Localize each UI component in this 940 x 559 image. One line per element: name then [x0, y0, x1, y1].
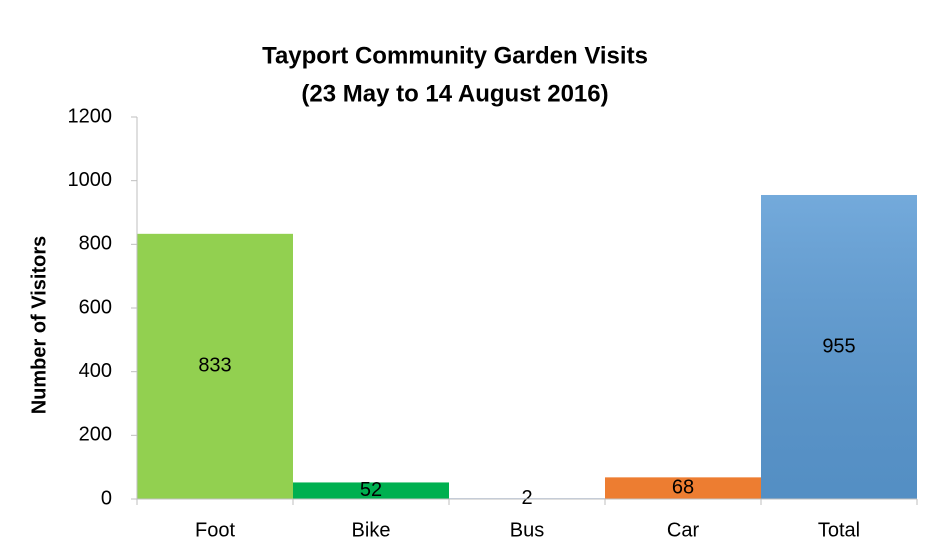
x-tick-label: Bus [510, 519, 544, 541]
y-tick-label: 1000 [68, 169, 113, 191]
y-axis-title: Number of Visitors [28, 236, 50, 415]
y-tick-label: 1200 [68, 105, 113, 127]
y-tick-label: 600 [79, 296, 112, 318]
y-tick-label: 200 [79, 424, 112, 446]
x-tick-label: Car [667, 519, 700, 541]
data-label: 2 [521, 487, 532, 509]
data-label: 833 [198, 355, 231, 377]
data-label: 68 [672, 476, 694, 498]
x-tick-label: Foot [195, 519, 235, 541]
data-label: 52 [360, 479, 382, 501]
x-tick-label: Total [818, 519, 860, 541]
bar [137, 233, 293, 499]
bar [293, 482, 449, 499]
x-tick-label: Bike [352, 519, 391, 541]
chart-subtitle: (23 May to 14 August 2016) [301, 80, 608, 107]
y-tick-label: 400 [79, 360, 112, 382]
bar [605, 477, 761, 499]
data-label: 955 [822, 335, 855, 357]
y-tick-label: 800 [79, 233, 112, 255]
y-tick-label: 0 [101, 487, 112, 509]
chart-title: Tayport Community Garden Visits [262, 42, 648, 69]
